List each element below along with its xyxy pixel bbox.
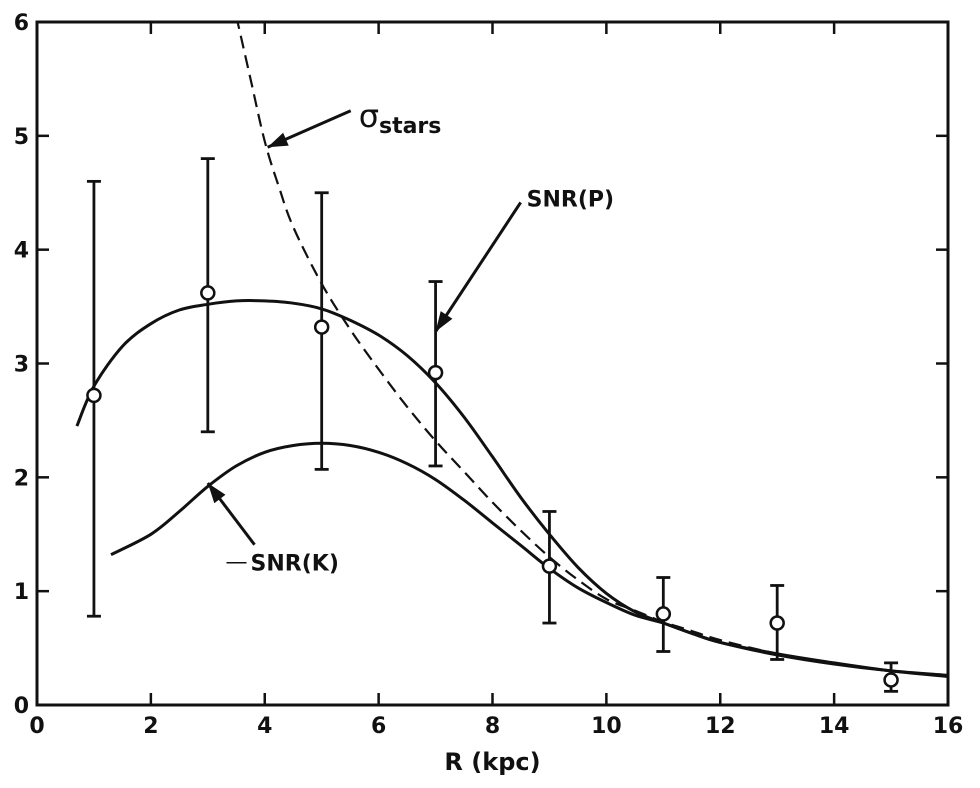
annotation-sigma-subscript: stars <box>379 114 441 139</box>
annotation-arrow-head <box>267 132 289 148</box>
data-point <box>86 387 102 404</box>
plot-frame <box>35 20 950 707</box>
series-sigma-stars <box>236 22 948 678</box>
x-tick-label: 2 <box>143 714 158 739</box>
x-tick-label: 8 <box>485 714 500 739</box>
x-tick-label: 4 <box>257 714 272 739</box>
annotation-snr-k: SNR(K) <box>251 552 339 577</box>
annotation-arrow-head <box>207 483 226 504</box>
data-points <box>86 157 899 693</box>
data-point <box>769 615 785 631</box>
y-tick-label: 1 <box>14 580 29 605</box>
annotation-arrow-head <box>435 311 453 332</box>
annotations: σstars SNR(P) SNR(K) <box>206 97 614 577</box>
data-point <box>655 606 672 622</box>
y-tick-label: 6 <box>14 11 29 36</box>
x-tick-label: 14 <box>819 714 850 739</box>
series-group <box>75 22 948 678</box>
x-tick-label: 16 <box>933 714 964 739</box>
x-tick-label: 0 <box>29 714 44 739</box>
y-tick-label: 2 <box>14 466 29 491</box>
data-point <box>313 319 330 335</box>
series-snr-k <box>110 441 948 677</box>
data-point <box>200 285 216 301</box>
annotation-snr-p: SNR(P) <box>527 187 614 212</box>
x-tick-label: 6 <box>371 714 386 739</box>
annotation-arrow-line <box>434 201 522 333</box>
annotation-sigma-symbol: σ <box>359 97 379 135</box>
annotation-sigma-stars: σstars <box>359 97 442 139</box>
axes <box>35 20 950 707</box>
y-tick-label: 3 <box>14 353 29 378</box>
y-tick-label: 4 <box>14 239 29 264</box>
y-tick-label: 5 <box>14 125 29 150</box>
data-point <box>541 558 558 574</box>
y-tick-label: 0 <box>14 694 29 719</box>
data-point <box>883 672 899 688</box>
x-tick-label: 12 <box>705 714 736 739</box>
x-tick-label: 10 <box>591 714 622 739</box>
data-point <box>427 364 444 381</box>
x-axis-title: R (kpc) <box>444 748 540 776</box>
